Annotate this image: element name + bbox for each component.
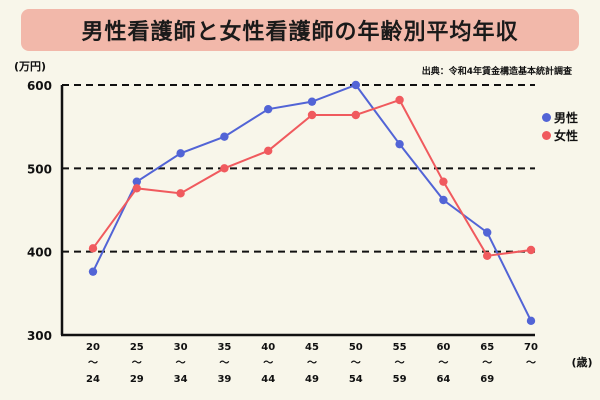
svg-text:65: 65: [480, 342, 494, 353]
legend-item-male: 男性: [542, 108, 578, 126]
svg-text:55: 55: [393, 342, 407, 353]
y-tick-label: 400: [27, 246, 52, 260]
svg-text:〜: 〜: [526, 358, 536, 369]
x-tick-label: 50 〜 54: [349, 342, 363, 385]
x-tick-label: 45 〜 49: [305, 342, 319, 385]
data-point: [439, 177, 448, 186]
svg-text:〜: 〜: [263, 358, 273, 369]
data-point: [176, 189, 185, 198]
data-point: [351, 80, 360, 90]
data-point: [220, 164, 229, 173]
svg-text:50: 50: [349, 342, 363, 353]
svg-text:〜: 〜: [132, 358, 142, 369]
svg-text:40: 40: [261, 342, 275, 353]
svg-text:〜: 〜: [482, 358, 492, 369]
svg-text:〜: 〜: [438, 358, 448, 369]
x-tick-label: 20 〜 24: [86, 342, 100, 385]
x-tick-label: 30 〜 34: [174, 342, 188, 385]
data-point: [88, 244, 98, 253]
svg-text:49: 49: [305, 374, 319, 385]
data-point: [483, 228, 492, 237]
data-point: [351, 110, 360, 120]
data-point: [307, 110, 317, 120]
svg-text:〜: 〜: [307, 358, 317, 369]
x-tick-label: 25 〜 29: [130, 342, 144, 385]
svg-text:24: 24: [86, 374, 100, 385]
y-tick-label: 600: [27, 79, 52, 93]
svg-text:〜: 〜: [395, 358, 405, 369]
x-tick-label: 60 〜 64: [436, 342, 450, 385]
source-note: 出典：令和4年賃金構造基本統計調査: [421, 67, 572, 77]
y-tick-label: 300: [27, 329, 52, 343]
svg-text:69: 69: [480, 374, 494, 385]
data-point: [264, 146, 273, 156]
legend-dot-female-icon: [542, 130, 551, 140]
y-tick-label: 500: [27, 162, 52, 176]
data-point: [526, 316, 536, 326]
svg-text:30: 30: [174, 342, 188, 353]
data-point: [132, 184, 141, 193]
svg-text:59: 59: [393, 374, 407, 385]
data-point: [395, 139, 404, 149]
x-tick-label: 65 〜 69: [480, 342, 494, 385]
legend-item-female: 女性: [542, 126, 578, 144]
data-point: [483, 251, 492, 261]
svg-text:29: 29: [130, 374, 144, 385]
svg-text:34: 34: [174, 374, 188, 385]
svg-text:35: 35: [217, 342, 231, 353]
title-banner: 男性看護師と女性看護師の年齢別平均年収: [21, 9, 579, 51]
svg-text:〜: 〜: [176, 358, 186, 369]
legend-label-male: 男性: [554, 110, 579, 125]
y-axis-unit-label: (万円): [14, 60, 47, 73]
chart-title: 男性看護師と女性看護師の年齢別平均年収: [81, 20, 519, 45]
svg-text:39: 39: [217, 374, 231, 385]
data-point: [132, 177, 141, 186]
legend-dot-male-icon: [542, 112, 551, 122]
x-tick-label: 40 〜 44: [261, 342, 275, 385]
svg-text:20: 20: [86, 342, 100, 353]
x-axis-unit-label: (歳): [571, 355, 592, 369]
data-point: [439, 195, 448, 205]
data-point: [220, 132, 229, 141]
data-point: [88, 267, 98, 276]
legend-label-female: 女性: [554, 128, 579, 143]
x-tick-label: 35 〜 39: [217, 342, 231, 385]
data-point: [307, 97, 317, 106]
x-tick-label: 70 〜: [524, 342, 538, 369]
data-point: [395, 95, 404, 105]
svg-text:70: 70: [524, 342, 538, 353]
series-line-male: [92, 83, 532, 322]
svg-text:25: 25: [130, 342, 144, 353]
legend: 男性 女性: [542, 108, 578, 144]
svg-text:〜: 〜: [351, 358, 361, 369]
svg-text:60: 60: [436, 342, 450, 353]
data-point: [526, 245, 536, 255]
svg-text:〜: 〜: [219, 358, 229, 369]
svg-text:54: 54: [349, 374, 363, 385]
svg-text:64: 64: [436, 374, 450, 385]
data-point: [176, 149, 185, 158]
svg-text:45: 45: [305, 342, 319, 353]
x-tick-label: 55 〜 59: [393, 342, 407, 385]
data-point: [264, 104, 273, 114]
svg-text:44: 44: [261, 374, 275, 385]
series-line-female: [92, 98, 532, 257]
svg-text:〜: 〜: [88, 358, 98, 369]
